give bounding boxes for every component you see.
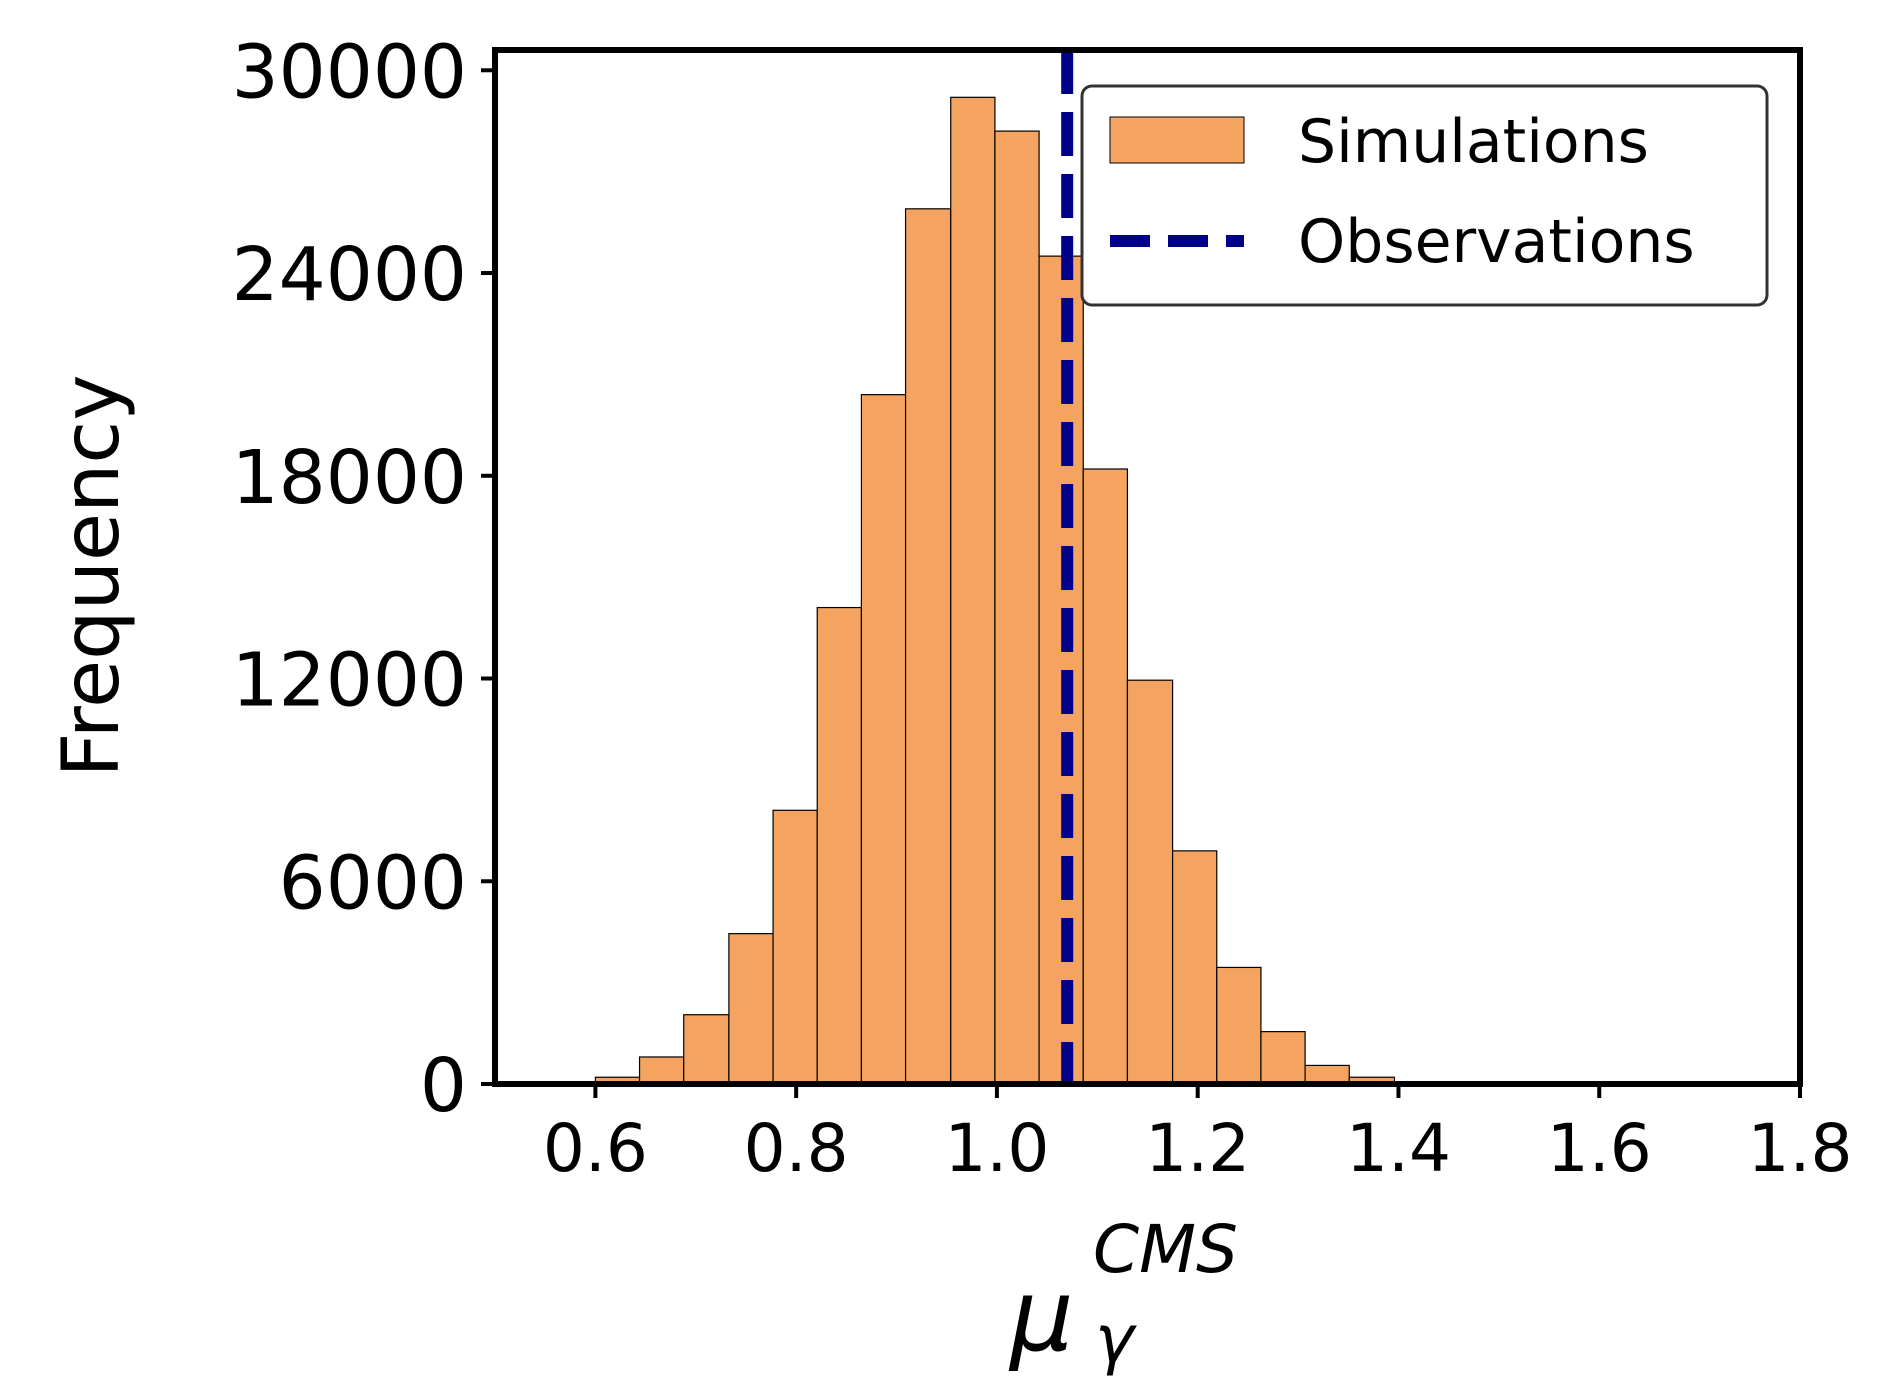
x-tick-label: 1.8 <box>1748 1110 1853 1187</box>
histogram-bar <box>1260 1031 1306 1085</box>
histogram-bar <box>950 96 996 1085</box>
histogram-bar <box>772 809 818 1085</box>
histogram-bar <box>1082 468 1129 1085</box>
y-axis-ticks: 0 6000 12000 18000 24000 30000 <box>232 29 495 1129</box>
histogram-bar <box>1216 966 1262 1085</box>
legend: Simulations Observations <box>1080 84 1769 307</box>
histogram-bar <box>683 1014 730 1085</box>
histogram-bar <box>904 208 952 1085</box>
x-tick-label: 0.6 <box>543 1110 648 1187</box>
plot-frame <box>492 47 1803 1087</box>
y-tick-label: 6000 <box>279 840 467 926</box>
x-tick-label: 1.4 <box>1346 1110 1451 1187</box>
histogram-bar <box>728 933 774 1085</box>
histogram-bar <box>1038 255 1084 1085</box>
legend-box <box>1080 84 1769 307</box>
x-axis-ticks: 0.6 0.8 1.0 1.2 1.4 1.6 1.8 <box>543 1084 1853 1187</box>
y-tick-label: 0 <box>420 1043 467 1129</box>
legend-simulations-swatch <box>1109 116 1245 164</box>
legend-simulations-label: Simulations <box>1298 107 1649 177</box>
x-axis-subscript: γ <box>1095 1301 1137 1378</box>
histogram-bar <box>816 606 863 1085</box>
histogram-bars <box>594 96 1396 1085</box>
x-tick-label: 1.0 <box>944 1110 1049 1187</box>
x-axis-symbol: μ <box>1008 1257 1074 1374</box>
x-tick-label: 1.6 <box>1547 1110 1652 1187</box>
x-axis-title: μ CMS γ <box>1008 1211 1238 1378</box>
histogram-bar <box>860 394 907 1085</box>
x-tick-label: 0.8 <box>744 1110 849 1187</box>
histogram-bar <box>1126 679 1174 1085</box>
histogram-bar <box>994 130 1040 1085</box>
x-tick-label: 1.2 <box>1145 1110 1250 1187</box>
y-tick-label: 30000 <box>232 29 467 115</box>
legend-observations-label: Observations <box>1298 207 1695 277</box>
x-axis-superscript: CMS <box>1093 1211 1238 1288</box>
y-tick-label: 12000 <box>232 638 467 724</box>
histogram-bar <box>1171 850 1218 1085</box>
histogram-bar <box>638 1056 685 1085</box>
y-tick-label: 18000 <box>232 435 467 521</box>
y-axis-title: Frequency <box>47 375 137 778</box>
y-tick-label: 24000 <box>232 232 467 318</box>
